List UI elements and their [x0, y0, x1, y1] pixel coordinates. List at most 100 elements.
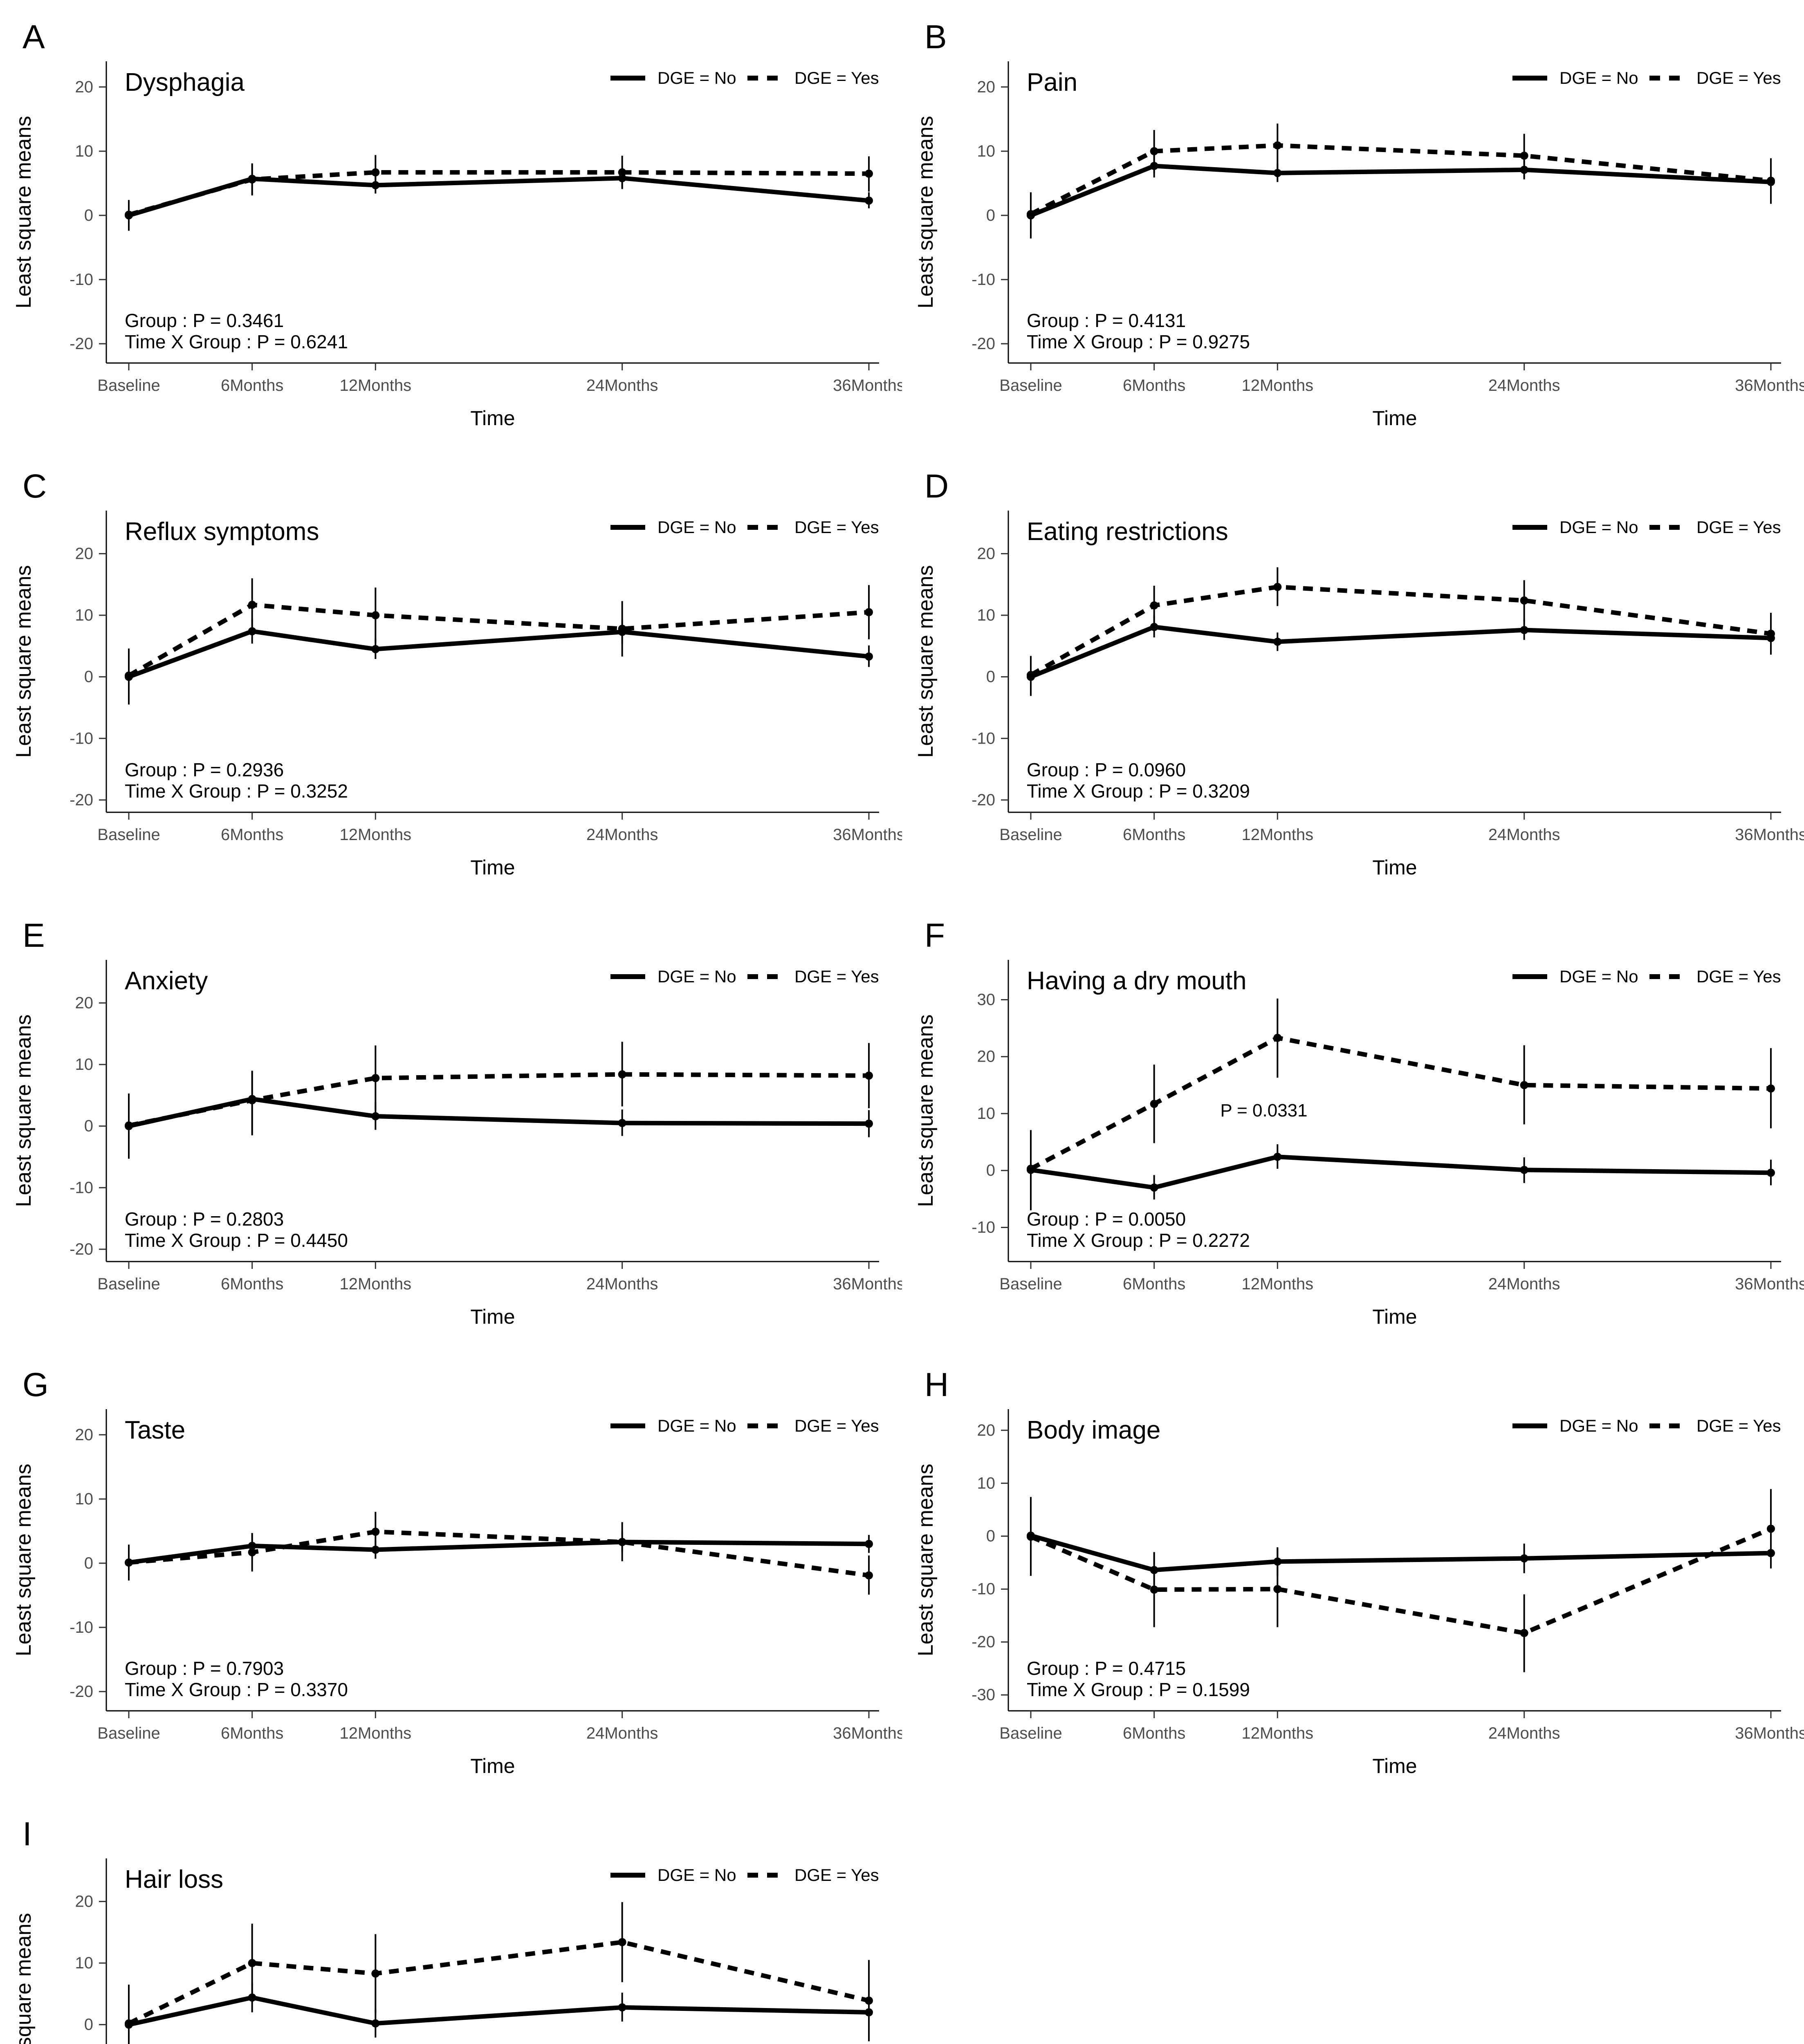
y-tick-label: 30	[977, 991, 996, 1009]
data-point	[618, 1119, 626, 1127]
data-point	[371, 1969, 380, 1978]
data-point	[1767, 177, 1775, 185]
y-tick-label: 0	[986, 1161, 995, 1179]
y-tick-label: 0	[986, 1527, 995, 1545]
x-tick-label: 36Months	[1735, 1275, 1804, 1293]
stats-group: Group : P = 0.4715	[1027, 1658, 1186, 1679]
legend-label-no: DGE = No	[657, 967, 736, 986]
legend-label-no: DGE = No	[1559, 967, 1638, 986]
x-tick-label: 6Months	[221, 826, 283, 844]
y-tick-label: 10	[977, 606, 996, 624]
data-point	[1273, 1585, 1282, 1594]
x-tick-label: 24Months	[1488, 377, 1560, 394]
y-axis-title: Least square means	[12, 1913, 36, 2044]
data-point	[1150, 1585, 1158, 1594]
data-point	[1027, 1165, 1035, 1173]
legend-label-no: DGE = No	[657, 1416, 736, 1435]
stats-time-x-group: Time X Group : P = 0.3370	[125, 1679, 348, 1700]
x-tick-label: Baseline	[97, 826, 160, 844]
x-tick-label: 6Months	[221, 377, 283, 394]
y-tick-label: -10	[70, 1179, 93, 1197]
x-axis-title: Time	[1372, 1305, 1417, 1328]
x-tick-label: 36Months	[1735, 377, 1804, 394]
data-point	[1767, 1168, 1775, 1177]
y-tick-label: -10	[70, 271, 93, 289]
legend-label-yes: DGE = Yes	[794, 967, 879, 986]
y-tick-label: -10	[70, 1618, 93, 1636]
data-point	[1767, 1549, 1775, 1558]
x-tick-label: 24Months	[1488, 1275, 1560, 1293]
data-point	[1027, 671, 1035, 679]
data-point	[125, 1121, 133, 1130]
panel-F: F -10 0 10 20 30 Baseline 6Months 12Months 24Mont…	[902, 899, 1804, 1348]
panel-letter: C	[22, 468, 47, 505]
data-point	[865, 1996, 873, 2005]
data-point	[1767, 1524, 1775, 1533]
data-point	[865, 1571, 873, 1580]
y-tick-label: -10	[972, 1580, 995, 1598]
panel-title: Hair loss	[125, 1865, 223, 1894]
panel-title: Body image	[1027, 1416, 1160, 1444]
x-tick-label: 12Months	[339, 1275, 411, 1293]
stats-group: Group : P = 0.2936	[125, 759, 284, 780]
y-tick-label: 20	[75, 1426, 94, 1444]
panel-D: D -20 -10 0 10 20 Baseline 6Months 12Months 24Mon…	[902, 449, 1804, 899]
panel-A: A -20 -10 0 10 20 Baseline 6Months 12Months 24Mon…	[0, 0, 902, 449]
data-point	[1520, 1554, 1528, 1563]
y-tick-label: 10	[977, 142, 996, 160]
data-point	[1273, 1033, 1282, 1042]
x-axis-title: Time	[1372, 856, 1417, 879]
y-tick-label: -20	[972, 791, 995, 809]
data-point	[1520, 626, 1528, 634]
legend-label-yes: DGE = Yes	[794, 1416, 879, 1435]
data-point	[1767, 1084, 1775, 1093]
legend-label-yes: DGE = Yes	[1696, 1416, 1781, 1435]
panel-B: B -20 -10 0 10 20 Baseline 6Months 12Months 24Mon…	[902, 0, 1804, 449]
data-point	[1273, 1152, 1282, 1161]
y-tick-label: 20	[977, 1048, 996, 1066]
data-point	[865, 2008, 873, 2017]
panel-letter: I	[22, 1815, 32, 1853]
legend-label-yes: DGE = Yes	[794, 1865, 879, 1885]
y-tick-label: -20	[972, 335, 995, 353]
stats-time-x-group: Time X Group : P = 0.2272	[1027, 1230, 1250, 1251]
y-tick-label: 0	[986, 668, 995, 686]
x-tick-label: Baseline	[999, 1724, 1062, 1742]
data-point	[618, 2003, 626, 2012]
series-line-no	[1030, 625, 1771, 679]
series-line-yes	[1030, 1035, 1771, 1171]
legend-label-no: DGE = No	[657, 68, 736, 87]
data-point	[865, 608, 873, 616]
legend-label-yes: DGE = Yes	[794, 68, 879, 87]
x-tick-label: 6Months	[1123, 1275, 1185, 1293]
data-point	[618, 1938, 626, 1946]
y-axis-title: Least square means	[914, 1464, 938, 1656]
legend-label-yes: DGE = Yes	[1696, 518, 1781, 537]
stats-time-x-group: Time X Group : P = 0.3209	[1027, 780, 1250, 802]
stats-time-x-group: Time X Group : P = 0.6241	[125, 331, 348, 352]
y-tick-label: 20	[977, 1421, 996, 1439]
data-point	[371, 611, 380, 620]
data-point	[865, 196, 873, 205]
data-point	[618, 1070, 626, 1079]
x-axis-title: Time	[470, 1305, 515, 1328]
data-point	[865, 1119, 873, 1128]
y-axis-title: Least square means	[914, 116, 938, 308]
x-tick-label: 24Months	[586, 826, 658, 844]
data-point	[248, 1993, 256, 2002]
data-point	[1520, 151, 1528, 160]
stats-time-x-group: Time X Group : P = 0.1599	[1027, 1679, 1250, 1700]
series-line-yes	[1030, 1526, 1772, 1636]
x-axis-title: Time	[470, 1755, 515, 1777]
x-tick-label: 6Months	[221, 1724, 283, 1742]
panel-title: Dysphagia	[125, 68, 245, 96]
x-tick-label: 12Months	[339, 826, 411, 844]
y-axis-title: Least square means	[914, 1014, 938, 1207]
data-point	[865, 1540, 873, 1548]
y-tick-label: 20	[75, 78, 94, 96]
stats-group: Group : P = 0.0960	[1027, 759, 1186, 780]
x-tick-label: 6Months	[1123, 377, 1185, 394]
y-tick-label: -20	[70, 1683, 93, 1701]
y-tick-label: 10	[977, 1474, 996, 1492]
